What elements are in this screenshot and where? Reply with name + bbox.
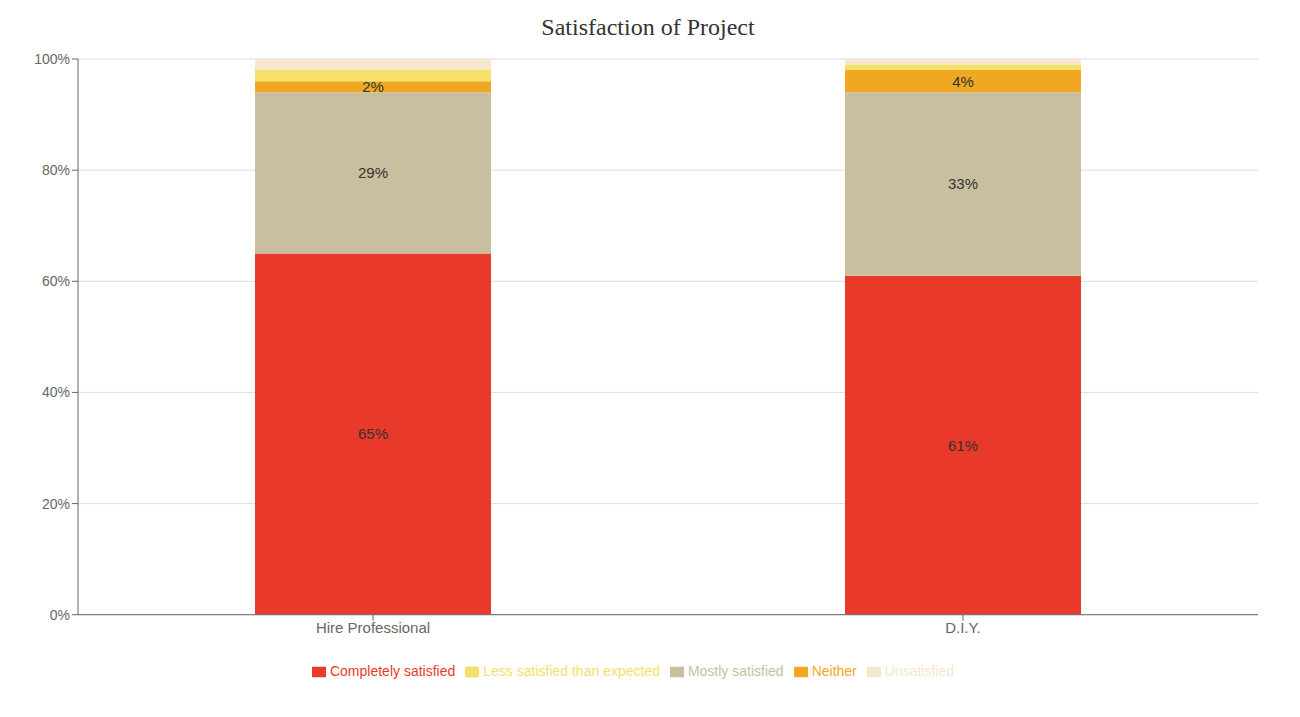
html-text:Neither: Neither bbox=[811, 662, 857, 679]
svg-text:0%: 0% bbox=[50, 607, 70, 623]
svg-text:60%: 60% bbox=[42, 273, 70, 289]
html-text:Completely satisfied: Completely satisfied bbox=[330, 662, 456, 679]
svg-text:33%: 33% bbox=[948, 175, 978, 192]
html-text:Less satisfied than expected: Less satisfied than expected bbox=[483, 662, 660, 679]
svg-text:65%: 65% bbox=[358, 425, 388, 442]
svg-text:80%: 80% bbox=[42, 162, 70, 178]
svg-text:20%: 20% bbox=[42, 496, 70, 512]
svg-text:61%: 61% bbox=[948, 437, 978, 454]
html-text:Mostly satisfied: Mostly satisfied bbox=[687, 662, 784, 679]
svg-text:40%: 40% bbox=[42, 384, 70, 400]
svg-text:Hire Professional: Hire Professional bbox=[316, 619, 430, 636]
svg-text:D.I.Y.: D.I.Y. bbox=[945, 619, 981, 636]
svg-text:4%: 4% bbox=[952, 73, 974, 90]
svg-text:29%: 29% bbox=[358, 164, 388, 181]
html-text:Unsatisfied: Unsatisfied bbox=[884, 662, 954, 679]
svg-text:100%: 100% bbox=[34, 51, 70, 67]
svg-text:2%: 2% bbox=[362, 78, 384, 95]
html-text:Satisfaction of Project: Satisfaction of Project bbox=[541, 14, 755, 40]
